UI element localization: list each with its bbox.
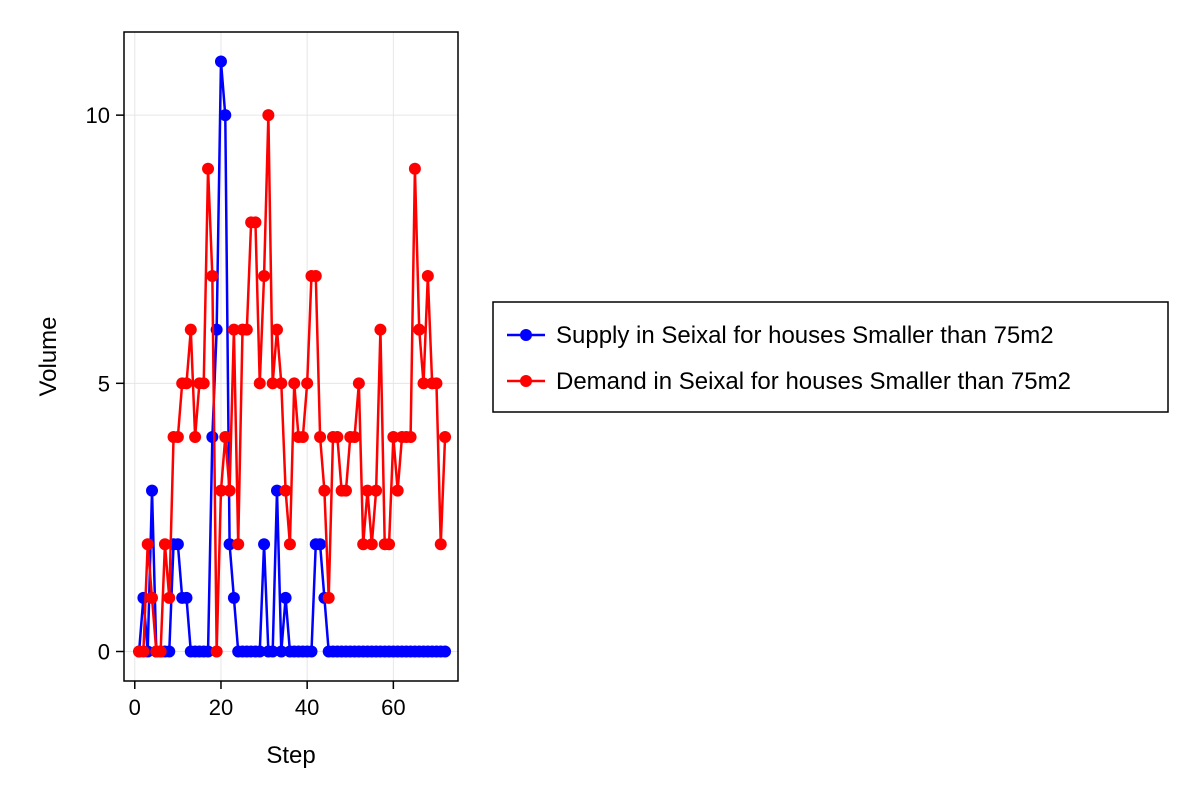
y-axis-ticks: 0 5 10 bbox=[86, 103, 124, 665]
x-axis-label: Step bbox=[266, 742, 315, 769]
legend-box bbox=[492, 301, 1169, 413]
data-point bbox=[439, 430, 452, 443]
series-line bbox=[139, 113, 447, 653]
data-point bbox=[421, 270, 434, 283]
data-point bbox=[374, 323, 387, 336]
series-layer bbox=[133, 55, 452, 658]
data-point bbox=[184, 323, 197, 336]
data-point bbox=[305, 645, 318, 658]
data-point bbox=[210, 645, 223, 658]
data-point bbox=[288, 377, 301, 390]
data-point bbox=[283, 538, 296, 551]
data-point bbox=[322, 591, 335, 604]
data-point bbox=[141, 538, 154, 551]
legend-marker bbox=[520, 375, 532, 387]
data-point bbox=[232, 538, 245, 551]
x-tick-label: 20 bbox=[209, 695, 233, 720]
data-point bbox=[404, 430, 417, 443]
data-point bbox=[266, 377, 279, 390]
data-point bbox=[253, 377, 266, 390]
data-point bbox=[253, 645, 266, 658]
legend-entry: Demand in Seixal for houses Smaller than… bbox=[507, 368, 1071, 395]
data-point bbox=[202, 645, 215, 658]
data-point bbox=[301, 377, 314, 390]
data-point bbox=[227, 323, 240, 336]
data-point bbox=[180, 377, 193, 390]
y-tick-label: 0 bbox=[98, 640, 110, 665]
data-point bbox=[158, 538, 171, 551]
data-point bbox=[352, 377, 365, 390]
data-point bbox=[279, 591, 292, 604]
data-point bbox=[163, 645, 176, 658]
data-point bbox=[391, 484, 404, 497]
series-demand bbox=[133, 109, 452, 658]
data-point bbox=[258, 538, 271, 551]
data-point bbox=[408, 162, 421, 175]
data-point bbox=[240, 323, 253, 336]
data-point bbox=[270, 323, 283, 336]
y-axis-label: Volume bbox=[35, 316, 62, 396]
data-point bbox=[357, 538, 370, 551]
data-point bbox=[137, 645, 150, 658]
legend-label: Demand in Seixal for houses Smaller than… bbox=[556, 368, 1071, 395]
legend-marker bbox=[520, 329, 532, 341]
data-point bbox=[197, 377, 210, 390]
y-tick-label: 10 bbox=[86, 103, 110, 128]
data-point bbox=[154, 645, 167, 658]
data-point bbox=[296, 430, 309, 443]
x-tick-label: 0 bbox=[129, 695, 141, 720]
data-point bbox=[146, 591, 159, 604]
data-point bbox=[227, 591, 240, 604]
data-point bbox=[206, 270, 219, 283]
data-point bbox=[314, 430, 327, 443]
x-tick-label: 60 bbox=[381, 695, 405, 720]
legend-label: Supply in Seixal for houses Smaller than… bbox=[556, 322, 1054, 349]
data-point bbox=[417, 377, 430, 390]
legend-entry: Supply in Seixal for houses Smaller than… bbox=[507, 322, 1054, 349]
data-point bbox=[430, 377, 443, 390]
data-point bbox=[439, 645, 452, 658]
y-tick-label: 5 bbox=[98, 371, 110, 396]
data-point bbox=[219, 430, 232, 443]
x-tick-label: 40 bbox=[295, 695, 319, 720]
legend: Supply in Seixal for houses Smaller than… bbox=[492, 301, 1169, 413]
data-point bbox=[365, 538, 378, 551]
data-point bbox=[202, 162, 215, 175]
data-point bbox=[262, 109, 275, 122]
data-point bbox=[171, 430, 184, 443]
data-point bbox=[146, 484, 159, 497]
data-point bbox=[318, 484, 331, 497]
data-point bbox=[180, 591, 193, 604]
data-point bbox=[361, 484, 374, 497]
data-point bbox=[279, 484, 292, 497]
data-point bbox=[219, 109, 232, 122]
data-point bbox=[266, 645, 279, 658]
data-point bbox=[189, 430, 202, 443]
x-axis-ticks: 0 20 40 60 bbox=[129, 681, 406, 720]
data-point bbox=[370, 484, 383, 497]
data-point bbox=[214, 484, 227, 497]
data-point bbox=[275, 645, 288, 658]
data-point bbox=[275, 377, 288, 390]
data-point bbox=[171, 538, 184, 551]
data-point bbox=[270, 484, 283, 497]
data-point bbox=[223, 538, 236, 551]
data-point bbox=[383, 538, 396, 551]
data-point bbox=[434, 538, 447, 551]
data-point bbox=[339, 484, 352, 497]
data-point bbox=[258, 270, 271, 283]
plot-frame bbox=[123, 31, 459, 682]
data-point bbox=[348, 430, 361, 443]
data-point bbox=[206, 430, 219, 443]
data-point bbox=[214, 55, 227, 68]
data-point bbox=[387, 430, 400, 443]
data-point bbox=[413, 323, 426, 336]
data-point bbox=[163, 591, 176, 604]
data-point bbox=[249, 216, 262, 229]
data-point bbox=[223, 484, 236, 497]
data-point bbox=[331, 430, 344, 443]
data-point bbox=[314, 538, 327, 551]
data-point bbox=[309, 270, 322, 283]
